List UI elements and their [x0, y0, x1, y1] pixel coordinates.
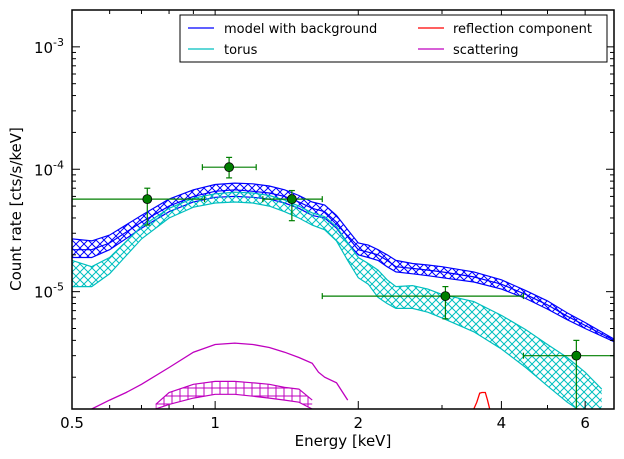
- torus-band-upper: [72, 191, 603, 390]
- x-tick-label: 0.5: [60, 414, 84, 432]
- data-point-marker: [142, 194, 153, 205]
- legend-label-reflection: reflection component: [453, 22, 592, 37]
- legend-label-scattering: scattering: [453, 43, 519, 58]
- legend-box: [179, 14, 608, 63]
- scattering-band-fill: [155, 381, 313, 409]
- x-axis-label: Energy [keV]: [295, 432, 392, 450]
- data-point-3: [262, 189, 323, 222]
- torus-band-fill: [72, 192, 602, 409]
- data-point-1: [72, 187, 206, 226]
- y-axis-label: Count rate [cts/s/keV]: [7, 127, 25, 291]
- x-tick-label: 4: [497, 414, 507, 432]
- model-with-background-band-upper: [72, 182, 614, 340]
- data-point-marker: [224, 162, 235, 173]
- data-point-4: [321, 285, 525, 320]
- scattering-line: [91, 342, 349, 409]
- scattering-band-lower: [155, 393, 313, 409]
- axis-ticks: 0.5 1 2 4 6 10-5 10-4 10-3: [34, 9, 614, 432]
- uncertainty-bands: [72, 182, 614, 409]
- data-point-marker: [286, 194, 297, 205]
- data-points: [72, 156, 614, 409]
- data-point-5: [522, 339, 614, 409]
- x-tick-label: 1: [210, 414, 220, 432]
- y-tick-label: 10-5: [34, 281, 64, 302]
- reflection-component-line: [473, 391, 491, 409]
- scattering-band-upper: [155, 380, 313, 405]
- data-point-marker: [440, 291, 451, 301]
- component-lines: [91, 342, 491, 409]
- x-tick-label: 2: [353, 414, 363, 432]
- legend-label-model: model with background: [224, 22, 377, 37]
- data-point-2: [201, 156, 257, 179]
- x-tick-label: 6: [580, 414, 590, 432]
- torus-band-lower: [72, 201, 579, 409]
- legend-label-torus: torus: [224, 43, 258, 58]
- plot-frame: [71, 9, 615, 410]
- legend: model with background reflection compone…: [179, 14, 608, 63]
- data-point-marker: [571, 350, 582, 361]
- model-with-background-band-center: [72, 189, 614, 341]
- model-with-background-band-fill: [72, 183, 614, 342]
- y-tick-label: 10-4: [34, 158, 64, 179]
- y-tick-label: 10-3: [34, 36, 64, 57]
